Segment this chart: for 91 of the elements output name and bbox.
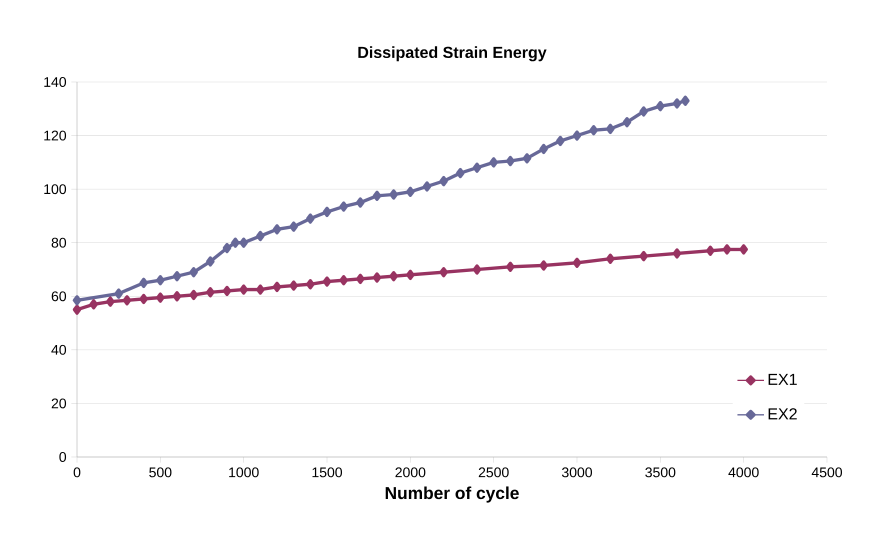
point [322,276,332,287]
point [622,117,632,128]
point [522,153,532,164]
x-tick-label: 3000 [562,467,592,478]
point [589,125,598,136]
point [406,270,415,280]
point [439,267,448,278]
point [239,238,248,248]
point [231,238,240,248]
point [339,201,348,212]
point [372,190,382,201]
point [672,248,682,259]
point [206,256,215,267]
point [472,162,482,173]
point [556,136,565,146]
point [256,230,265,242]
point [89,299,98,310]
y-tick-label: 40 [51,344,66,355]
point [639,250,648,262]
point [272,224,282,234]
point [72,295,82,306]
x-tick-label: 3500 [645,467,676,478]
point [122,295,132,306]
point [306,279,315,290]
y-tick-label: 20 [52,398,66,408]
y-tick-label: 120 [44,130,66,141]
x-tick-label: 2000 [395,467,426,478]
point [339,275,348,286]
x-tick-label: 0 [74,467,80,478]
point [172,291,182,302]
point [189,267,198,278]
x-tick-label: 1500 [312,467,342,478]
point [739,244,748,255]
point [489,157,498,168]
point [389,271,398,282]
point [572,130,582,141]
y-tick-label: 100 [44,184,66,194]
point [139,278,148,288]
x-axis-title: Number of cycle [386,486,519,503]
point [706,246,715,256]
point [606,124,615,134]
x-tick-label: 1000 [229,467,259,478]
legend-label: EX1 [768,374,797,385]
point [506,156,515,166]
point [322,206,332,218]
point [156,275,165,286]
x-tick-label: 4500 [812,467,842,478]
point [256,284,265,295]
chart-title: Dissipated Strain Energy [358,46,547,62]
point [406,186,415,197]
point [172,271,182,282]
point [639,106,648,117]
point [106,296,115,307]
point [289,221,298,232]
y-tick-label: 80 [52,238,66,248]
point [289,280,298,291]
x-tick-label: 4000 [728,467,759,478]
point [272,282,282,292]
point [672,98,682,109]
legend-label: EX2 [768,408,797,420]
point [389,189,398,200]
point [456,168,465,178]
point [222,286,232,296]
point [439,176,448,186]
point [506,262,515,272]
y-tick-label: 140 [44,77,66,87]
point [222,242,232,254]
point [572,258,582,268]
point [356,274,365,284]
point [206,287,215,298]
point [372,272,382,283]
point [356,197,365,208]
point [306,213,315,224]
point [681,96,690,106]
point [472,264,482,275]
point [539,144,548,154]
point [722,244,732,255]
x-tick-label: 500 [149,467,172,478]
x-tick-label: 2500 [478,467,509,478]
point [72,304,82,315]
point [606,254,615,264]
point [156,292,165,303]
point [189,290,198,300]
point [114,288,123,299]
point [239,284,248,295]
point [539,260,548,271]
y-tick-label: 0 [59,452,66,462]
point [656,100,665,112]
point [422,181,432,192]
y-tick-label: 60 [52,291,66,302]
point [139,294,148,304]
